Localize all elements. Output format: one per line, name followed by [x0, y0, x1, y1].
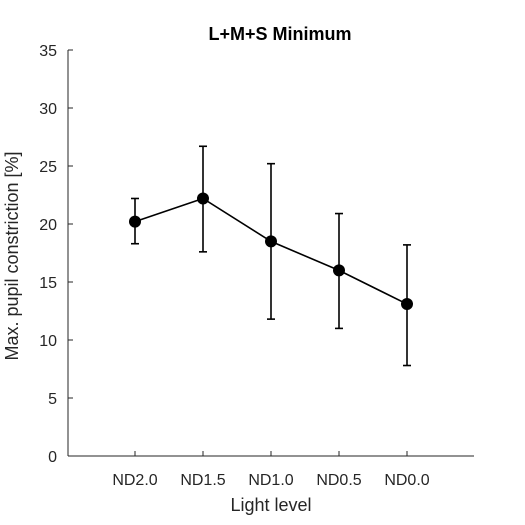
- data-point: [333, 264, 345, 277]
- y-tick-label: 5: [48, 391, 57, 408]
- y-tick-label: 35: [39, 43, 57, 60]
- y-tick-label: 20: [39, 217, 57, 234]
- y-tick-label: 30: [39, 101, 57, 118]
- x-axis-label: Light level: [230, 495, 311, 515]
- x-tick-label: ND0.5: [316, 472, 361, 489]
- x-tick-label: ND1.0: [248, 472, 293, 489]
- data-point: [265, 235, 277, 248]
- y-tick-label: 0: [48, 449, 57, 466]
- x-tick-label: ND2.0: [112, 472, 157, 489]
- data-point: [129, 215, 141, 228]
- data-point: [197, 192, 209, 205]
- plot-area: [129, 145, 413, 367]
- y-axis-label: Max. pupil constriction [%]: [2, 151, 22, 360]
- chart-title: L+M+S Minimum: [208, 24, 351, 44]
- x-tick-label: ND1.5: [180, 472, 225, 489]
- x-axis: ND2.0 ND1.5 ND1.0 ND0.5 ND0.0: [68, 451, 474, 489]
- x-tick-label: ND0.0: [384, 472, 429, 489]
- y-axis: 0 5 10 15 20 25 30 35: [39, 43, 73, 466]
- y-tick-label: 25: [39, 159, 57, 176]
- data-point: [401, 298, 413, 311]
- y-tick-label: 15: [39, 275, 57, 292]
- y-tick-label: 10: [39, 333, 57, 350]
